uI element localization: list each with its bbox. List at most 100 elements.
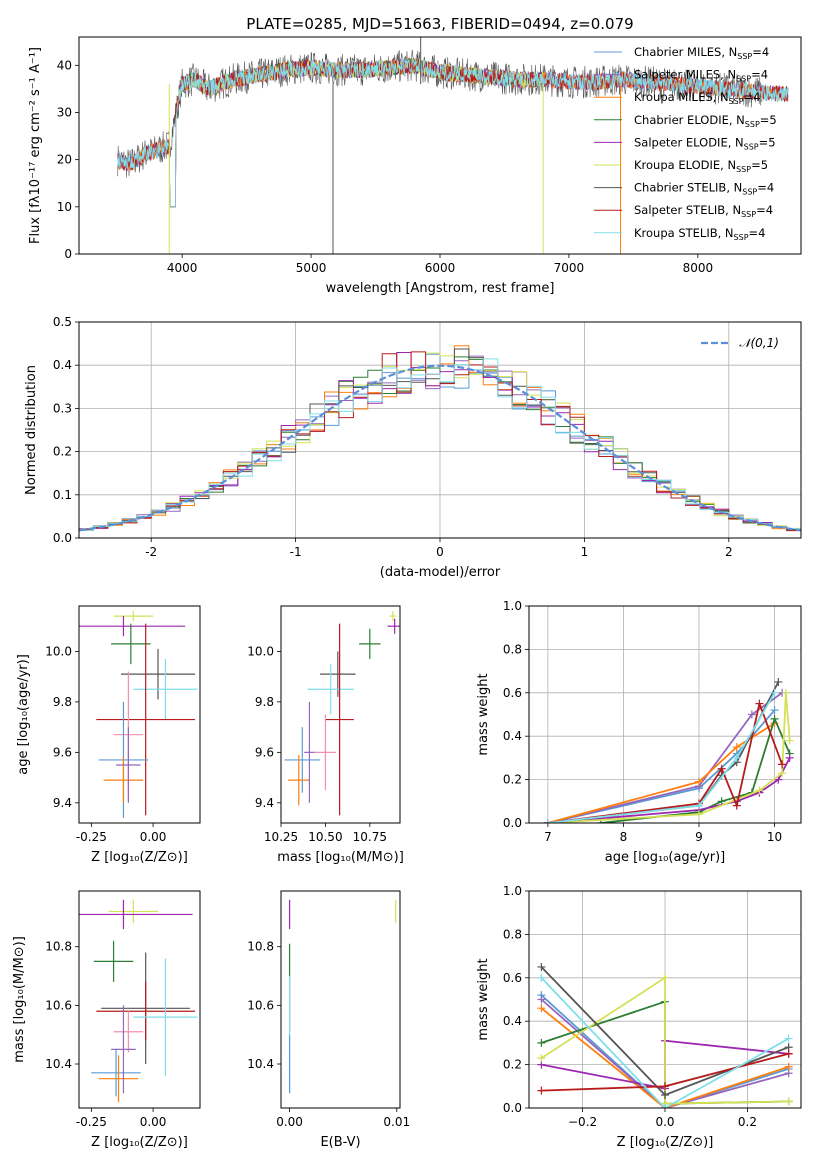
- x-tick-label: 0.0: [655, 1115, 674, 1129]
- legend-entry: Chabrier MILES, NSSP=4: [634, 45, 769, 61]
- panel-weight_vs_Z: −0.2 0.0 0.2 0.0 0.2 0.4 0.6 0.8 1.0 Z [log₁₀(Z/Z…: [476, 884, 802, 1150]
- weight-marker: [661, 1082, 669, 1091]
- axes-frame: [528, 605, 802, 824]
- panel-spectrum: 4000 5000 6000 7000 8000 0 10 20 30 40 wavelength …: [28, 36, 802, 296]
- weight-line-kroupa_stelib: [547, 692, 776, 823]
- weight-marker: [537, 962, 546, 971]
- x-tick-label: 6000: [425, 261, 456, 275]
- axes-frame: [78, 890, 201, 1109]
- weight-marker: [784, 1049, 793, 1058]
- weight-marker: [717, 764, 726, 773]
- plot-area: [79, 345, 801, 533]
- panel-mass_vs_Z: -0.25 0.00 10.4 10.6 10.8 Z [log₁₀(Z/Z⊙)] mass…: [12, 890, 201, 1150]
- y-tick-label: 0.0: [53, 531, 72, 545]
- legend-entry: Kroupa ELODIE, NSSP=5: [634, 158, 768, 174]
- x-tick-label: 8000: [683, 261, 714, 275]
- x-tick-label: 10.75: [353, 830, 387, 844]
- y-tick-label: 0.1: [53, 488, 72, 502]
- y-tick-label: 0.0: [503, 816, 522, 830]
- x-tick-label: 0.00: [140, 830, 167, 844]
- chart-panels: 4000 5000 6000 7000 8000010203040wavelength …: [12, 36, 802, 1150]
- weight-marker: [695, 801, 703, 810]
- weight-marker: [537, 973, 546, 982]
- weight-marker: [695, 810, 703, 819]
- x-tick-label: 2: [725, 545, 733, 559]
- axes-frame: [78, 36, 802, 255]
- x-tick-label: 5000: [296, 261, 327, 275]
- y-tick-label: 0.2: [503, 1058, 522, 1072]
- weight-marker: [770, 714, 779, 723]
- plot-area: [543, 677, 794, 823]
- y-tick-label: 10.4: [45, 1057, 72, 1071]
- x-tick-label: 7000: [554, 261, 585, 275]
- weight-line-kroupa_miles: [540, 1007, 789, 1108]
- weight-marker: [778, 760, 787, 769]
- weight-marker: [784, 1034, 793, 1043]
- weight-marker: [747, 710, 756, 719]
- histogram-kroupa_stelib: [79, 358, 801, 533]
- weight-marker: [770, 706, 779, 715]
- weight-marker: [755, 699, 764, 708]
- x-axis-label: age [log₁₀(age/yr)]: [605, 850, 726, 865]
- weight-marker: [785, 753, 794, 762]
- y-tick-label: 9.8: [53, 695, 72, 709]
- y-tick-label: 10.8: [45, 940, 72, 954]
- spectrum-salpeter_stelib: [117, 58, 789, 208]
- legend-entry: 𝒩(0,1): [739, 336, 779, 350]
- weight-line-kroupa_miles: [547, 722, 776, 823]
- weight-marker: [785, 736, 794, 745]
- y-tick-label: 1.0: [503, 599, 522, 613]
- weight-marker: [732, 753, 741, 762]
- weight-line-salpeter_elodie: [547, 757, 791, 823]
- x-tick-label: −0.2: [568, 1115, 597, 1129]
- y-axis-label: mass [log₁₀(M/M⊙)]: [12, 936, 27, 1063]
- legend-entry: Salpeter ELODIE, NSSP=5: [634, 135, 776, 151]
- legend-entry: Chabrier ELODIE, NSSP=5: [634, 113, 777, 129]
- legend-entry: Kroupa STELIB, NSSP=4: [634, 226, 765, 242]
- y-tick-label: 0.8: [503, 642, 522, 656]
- x-tick-label: 0: [436, 545, 444, 559]
- panel-age_vs_Z: -0.25 0.00 9.4 9.6 9.8 10.0 Z [log₁₀(Z/Z⊙)] age…: [16, 605, 201, 865]
- x-tick-label: 10.25: [264, 830, 298, 844]
- y-axis-label: age [log₁₀(age/yr)]: [16, 654, 31, 775]
- x-axis-label: Z [log₁₀(Z/Z⊙)]: [617, 1135, 714, 1150]
- y-tick-label: 0.4: [503, 1014, 522, 1028]
- x-tick-label: 10: [767, 830, 782, 844]
- x-axis-label: mass [log₁₀(M/M⊙)]: [277, 850, 404, 865]
- y-tick-label: 10.0: [247, 644, 274, 658]
- y-tick-label: 10.4: [247, 1057, 274, 1071]
- y-tick-label: 0.0: [503, 1101, 522, 1115]
- weight-marker: [732, 801, 741, 810]
- plot-area: [117, 37, 789, 254]
- weight-marker: [661, 1090, 669, 1099]
- panel-age_vs_mass: 10.25 10.50 10.75 9.4 9.6 9.8 10.0 mass [log₁₀(…: [247, 605, 404, 865]
- y-tick-label: 0.3: [53, 401, 72, 415]
- x-axis-label: (data-model)/error: [380, 565, 501, 580]
- y-tick-label: 10: [57, 200, 72, 214]
- weight-marker: [543, 819, 552, 823]
- plot-area: [284, 611, 400, 816]
- weight-line-chabrier_miles: [540, 994, 789, 1108]
- weight-marker: [537, 1038, 546, 1047]
- x-tick-label: 0.01: [383, 1115, 410, 1129]
- y-axis-label: mass weight: [476, 673, 491, 755]
- gaussian-curve: [79, 364, 801, 532]
- y-tick-label: 0.2: [503, 773, 522, 787]
- y-tick-label: 9.4: [53, 796, 72, 810]
- y-axis-label: Flux [fλ10⁻¹⁷ erg cm⁻² s⁻¹ A⁻¹]: [28, 47, 43, 244]
- weight-marker: [784, 1097, 793, 1106]
- x-tick-label: 7: [544, 830, 552, 844]
- x-tick-label: 0.00: [276, 1115, 303, 1129]
- y-tick-label: 30: [57, 105, 72, 119]
- x-tick-label: -0.25: [76, 830, 107, 844]
- x-tick-label: 10.50: [308, 830, 342, 844]
- axes-frame: [528, 890, 802, 1109]
- x-axis-label: wavelength [Angstrom, rest frame]: [326, 281, 555, 296]
- y-tick-label: 10.0: [45, 644, 72, 658]
- y-tick-label: 10.6: [45, 998, 72, 1012]
- weight-line-kroupa_elodie: [547, 692, 791, 823]
- weight-line-kroupa_elodie: [540, 976, 789, 1105]
- y-tick-label: 0.6: [503, 971, 522, 985]
- y-tick-label: 0: [64, 247, 72, 261]
- x-tick-label: 0.2: [738, 1115, 757, 1129]
